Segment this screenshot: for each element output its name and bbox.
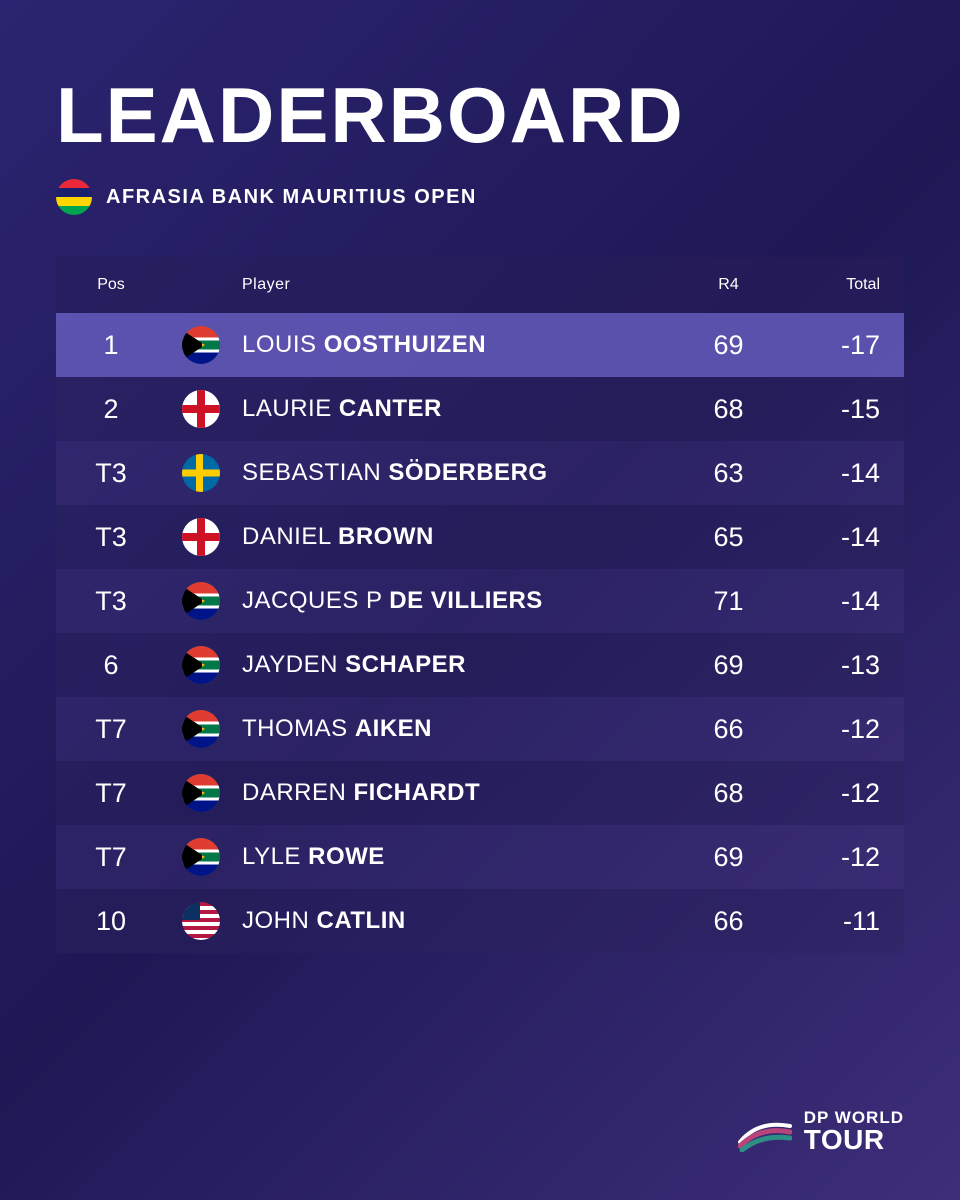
cell-pos: T3 — [56, 522, 166, 553]
flag-icon — [182, 582, 220, 620]
cell-total: -17 — [776, 330, 886, 361]
flag-icon — [182, 838, 220, 876]
cell-total: -12 — [776, 842, 886, 873]
table-row: 6 JAYDEN SCHAPER69-13 — [56, 633, 904, 697]
cell-r4: 69 — [681, 842, 776, 873]
cell-player: SEBASTIAN SÖDERBERG — [236, 459, 681, 487]
logo-text-bottom: TOUR — [804, 1126, 904, 1154]
cell-pos: 6 — [56, 650, 166, 681]
cell-total: -14 — [776, 522, 886, 553]
logo-swoosh-icon — [738, 1112, 792, 1152]
table-row: T7 LYLE ROWE69-12 — [56, 825, 904, 889]
cell-player: DANIEL BROWN — [236, 523, 681, 551]
cell-r4: 68 — [681, 778, 776, 809]
cell-r4: 66 — [681, 906, 776, 937]
event-flag-icon — [56, 179, 92, 215]
flag-icon — [182, 518, 220, 556]
cell-flag — [166, 326, 236, 364]
cell-flag — [166, 838, 236, 876]
flag-icon — [182, 646, 220, 684]
table-row: 10 JOHN CATLIN66-11 — [56, 889, 904, 953]
col-header-player: Player — [236, 276, 681, 294]
flag-icon — [182, 902, 220, 940]
table-row: T7 THOMAS AIKEN66-12 — [56, 697, 904, 761]
cell-r4: 66 — [681, 714, 776, 745]
tour-logo: DP WORLD TOUR — [738, 1109, 904, 1154]
cell-flag — [166, 390, 236, 428]
cell-flag — [166, 902, 236, 940]
cell-pos: T7 — [56, 714, 166, 745]
cell-pos: T3 — [56, 458, 166, 489]
cell-flag — [166, 646, 236, 684]
cell-pos: 10 — [56, 906, 166, 937]
cell-player: LYLE ROWE — [236, 843, 681, 871]
cell-total: -12 — [776, 714, 886, 745]
flag-icon — [182, 774, 220, 812]
cell-player: JAYDEN SCHAPER — [236, 651, 681, 679]
cell-player: JACQUES P DE VILLIERS — [236, 587, 681, 615]
table-row: 1 LOUIS OOSTHUIZEN69-17 — [56, 313, 904, 377]
cell-pos: 1 — [56, 330, 166, 361]
table-row: T3 SEBASTIAN SÖDERBERG63-14 — [56, 441, 904, 505]
cell-total: -14 — [776, 458, 886, 489]
cell-flag — [166, 774, 236, 812]
leaderboard-table: Pos Player R4 Total 1LOUIS OOSTHUIZEN69-… — [56, 257, 904, 953]
table-row: T3 DANIEL BROWN65-14 — [56, 505, 904, 569]
cell-player: JOHN CATLIN — [236, 907, 681, 935]
cell-player: THOMAS AIKEN — [236, 715, 681, 743]
table-row: T7 DARREN FICHARDT68-12 — [56, 761, 904, 825]
cell-pos: T7 — [56, 778, 166, 809]
cell-pos: T3 — [56, 586, 166, 617]
table-row: T3 JACQUES P DE VILLIERS71-14 — [56, 569, 904, 633]
page-title: LEADERBOARD — [56, 70, 904, 161]
flag-icon — [182, 326, 220, 364]
cell-player: LAURIE CANTER — [236, 395, 681, 423]
cell-flag — [166, 582, 236, 620]
cell-pos: T7 — [56, 842, 166, 873]
cell-total: -12 — [776, 778, 886, 809]
cell-player: LOUIS OOSTHUIZEN — [236, 331, 681, 359]
cell-flag — [166, 518, 236, 556]
table-header: Pos Player R4 Total — [56, 257, 904, 313]
col-header-r4: R4 — [681, 276, 776, 294]
cell-r4: 69 — [681, 650, 776, 681]
cell-r4: 63 — [681, 458, 776, 489]
col-header-pos: Pos — [56, 276, 166, 294]
flag-icon — [182, 710, 220, 748]
cell-total: -15 — [776, 394, 886, 425]
flag-icon — [182, 390, 220, 428]
cell-player: DARREN FICHARDT — [236, 779, 681, 807]
cell-r4: 65 — [681, 522, 776, 553]
cell-total: -14 — [776, 586, 886, 617]
flag-icon — [182, 454, 220, 492]
cell-pos: 2 — [56, 394, 166, 425]
cell-total: -13 — [776, 650, 886, 681]
event-row: AFRASIA BANK MAURITIUS OPEN — [56, 179, 904, 215]
table-row: 2 LAURIE CANTER68-15 — [56, 377, 904, 441]
col-header-total: Total — [776, 276, 886, 294]
cell-flag — [166, 454, 236, 492]
cell-flag — [166, 710, 236, 748]
event-name: AFRASIA BANK MAURITIUS OPEN — [106, 186, 477, 209]
cell-r4: 69 — [681, 330, 776, 361]
cell-total: -11 — [776, 906, 886, 937]
cell-r4: 71 — [681, 586, 776, 617]
cell-r4: 68 — [681, 394, 776, 425]
